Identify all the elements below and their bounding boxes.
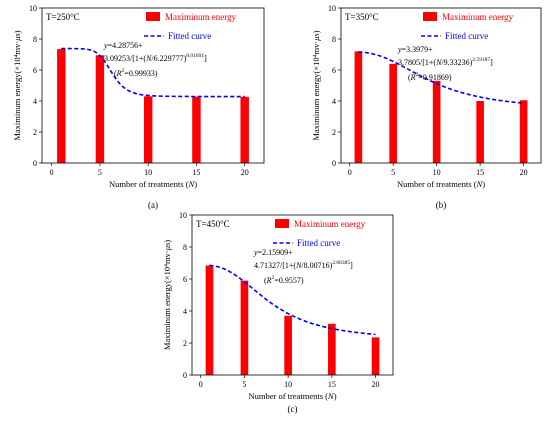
bar bbox=[371, 337, 380, 375]
equation-line: (R2=0.91869) bbox=[408, 72, 452, 82]
legend-label-bar: Maximinum energy bbox=[294, 219, 366, 229]
equation-line: y=2.15909+ bbox=[253, 248, 293, 257]
plot-frame bbox=[191, 214, 394, 376]
x-tick-label: 20 bbox=[520, 168, 528, 177]
legend-swatch-bar bbox=[423, 12, 437, 21]
bar bbox=[192, 96, 201, 163]
equation-line: y=3.3979+ bbox=[397, 45, 433, 54]
y-tick-label: 10 bbox=[179, 211, 187, 220]
x-tick-label: 0 bbox=[50, 168, 54, 177]
y-tick-label: 4 bbox=[33, 97, 37, 106]
x-tick-label: 15 bbox=[192, 168, 200, 177]
temperature-label: T=450°C bbox=[196, 219, 230, 229]
panel-label: (c) bbox=[288, 404, 298, 414]
y-tick-label: 4 bbox=[332, 97, 336, 106]
y-tick-label: 2 bbox=[332, 128, 336, 137]
x-tick-label: 20 bbox=[241, 168, 249, 177]
bar bbox=[143, 96, 153, 163]
fitted-curve bbox=[61, 47, 245, 98]
chart-panel-2: 0 5 10 15 20 0 2 4 6 8 10 Number of treatments (N) M… bbox=[311, 4, 542, 210]
temperature-label: T=350°C bbox=[345, 12, 379, 22]
chart-panel-1: 0 5 10 15 20 0 2 4 6 8 10 Number of treatments (N) M… bbox=[12, 4, 265, 210]
legend-label-bar: Maximinum energy bbox=[165, 12, 237, 22]
x-tick-label: 10 bbox=[144, 168, 152, 177]
bar bbox=[328, 323, 336, 375]
bar bbox=[476, 101, 484, 163]
chart-panel-3: 0 5 10 15 20 0 2 4 6 8 10 Number of treatments (N) M… bbox=[162, 211, 394, 414]
bar bbox=[205, 265, 214, 375]
equation-line: 3.09253/[1+(N/6.229777)8.01691] bbox=[104, 53, 207, 63]
y-tick-label: 6 bbox=[33, 66, 37, 75]
bar bbox=[389, 63, 397, 163]
y-tick-label: 2 bbox=[183, 339, 187, 348]
bar bbox=[284, 315, 292, 375]
fitted-curve bbox=[358, 51, 524, 104]
bar bbox=[519, 100, 528, 163]
y-tick-label: 4 bbox=[183, 307, 187, 316]
legend-label-fit: Fitted curve bbox=[445, 31, 488, 41]
y-tick-label: 6 bbox=[183, 275, 187, 284]
x-axis-label: Number of treatments (N) bbox=[109, 179, 197, 189]
y-tick-label: 10 bbox=[29, 4, 37, 13]
x-tick-label: 5 bbox=[98, 168, 102, 177]
bar bbox=[240, 96, 249, 163]
bar bbox=[57, 49, 66, 164]
bar bbox=[240, 280, 249, 375]
temperature-label: T=250°C bbox=[46, 12, 80, 22]
y-axis-label: Maximinum energy(×10⁴mv·μs) bbox=[311, 30, 321, 140]
x-axis-label: Number of treatments (N) bbox=[248, 391, 336, 401]
fitted-curve bbox=[209, 264, 376, 336]
legend-label-fit: Fitted curve bbox=[297, 238, 340, 248]
y-tick-label: 2 bbox=[33, 128, 37, 137]
legend-swatch-bar bbox=[275, 219, 289, 228]
y-tick-label: 6 bbox=[332, 66, 336, 75]
x-tick-label: 15 bbox=[328, 380, 336, 389]
legend-swatch-bar bbox=[146, 12, 160, 21]
y-axis-label: Maximinum energy(×10⁴mv·μs) bbox=[12, 30, 22, 140]
x-tick-label: 5 bbox=[391, 168, 395, 177]
y-tick-label: 10 bbox=[328, 4, 336, 13]
equation-line: (R2=0.99933) bbox=[114, 68, 158, 78]
x-tick-label: 0 bbox=[199, 380, 203, 389]
bar bbox=[95, 55, 105, 163]
x-tick-label: 20 bbox=[372, 380, 380, 389]
y-tick-label: 8 bbox=[183, 243, 187, 252]
plot-frame bbox=[41, 7, 265, 164]
x-tick-label: 15 bbox=[476, 168, 484, 177]
equation-line: 4.71327/[1+(N/8.00716)2.66385] bbox=[254, 260, 353, 270]
x-tick-label: 10 bbox=[433, 168, 441, 177]
legend-label-fit: Fitted curve bbox=[168, 31, 211, 41]
equation-line: 3.7805/[1+(N/9.33236)2.59187] bbox=[398, 57, 493, 67]
equation-line: y=4.28756+ bbox=[103, 41, 143, 50]
panel-label: (a) bbox=[148, 200, 158, 210]
x-tick-label: 10 bbox=[284, 380, 292, 389]
x-axis-label: Number of treatments (N) bbox=[397, 179, 485, 189]
y-tick-label: 0 bbox=[33, 159, 37, 168]
y-tick-label: 0 bbox=[183, 371, 187, 380]
y-axis-label: Maximinum energy(×10⁴mv·μs) bbox=[162, 240, 172, 350]
plot-frame bbox=[340, 7, 542, 164]
panel-label: (b) bbox=[436, 200, 447, 210]
legend-label-bar: Maximinum energy bbox=[442, 12, 514, 22]
x-tick-label: 0 bbox=[348, 168, 352, 177]
equation-line: (R2=0.9557) bbox=[264, 275, 304, 285]
y-tick-label: 0 bbox=[332, 159, 336, 168]
x-tick-label: 5 bbox=[242, 380, 246, 389]
y-tick-label: 8 bbox=[33, 35, 37, 44]
bar bbox=[354, 51, 363, 163]
bar bbox=[432, 80, 441, 163]
y-tick-label: 8 bbox=[332, 35, 336, 44]
